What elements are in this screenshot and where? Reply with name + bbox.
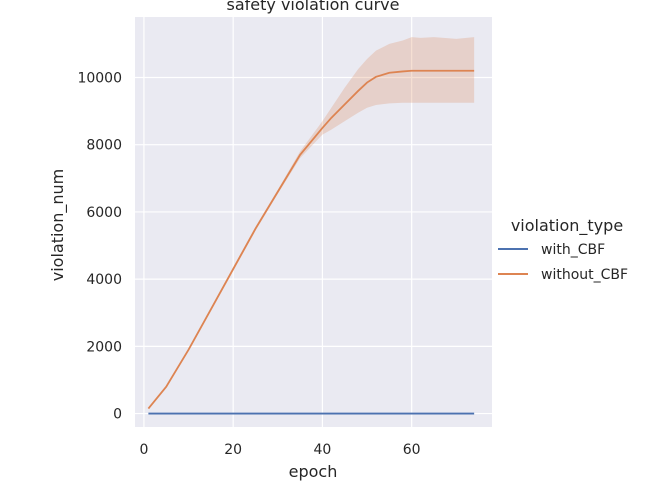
- legend-label-with_CBF: with_CBF: [541, 242, 605, 258]
- series-line-without_CBF: [147, 69, 475, 410]
- x-axis-label: epoch: [289, 462, 338, 481]
- y-tick-label: 4000: [86, 272, 122, 288]
- series-layer: [147, 37, 475, 415]
- y-tick-label: 10000: [77, 70, 122, 86]
- legend-title: violation_type: [511, 216, 623, 236]
- legend-label-without_CBF: without_CBF: [541, 267, 628, 283]
- y-tick-labels: 0 2000 4000 6000 8000 10000: [77, 70, 122, 422]
- confidence-band-without_CBF: [148, 37, 475, 409]
- y-axis-label: violation_num: [48, 169, 68, 281]
- x-tick-label: 20: [224, 442, 242, 458]
- x-tick-label: 60: [403, 442, 421, 458]
- y-tick-label: 0: [113, 407, 122, 423]
- x-tick-label: 0: [139, 442, 148, 458]
- y-tick-label: 2000: [86, 339, 122, 355]
- legend: violation_type with_CBF without_CBF: [498, 216, 628, 283]
- x-tick-label: 40: [314, 442, 332, 458]
- x-tick-labels: 0 20 40 60: [139, 442, 420, 458]
- chart-title: safety violation curve: [227, 0, 400, 14]
- plot-background: [135, 17, 492, 427]
- y-tick-label: 8000: [86, 138, 122, 154]
- y-tick-label: 6000: [86, 205, 122, 221]
- grid: [135, 17, 492, 427]
